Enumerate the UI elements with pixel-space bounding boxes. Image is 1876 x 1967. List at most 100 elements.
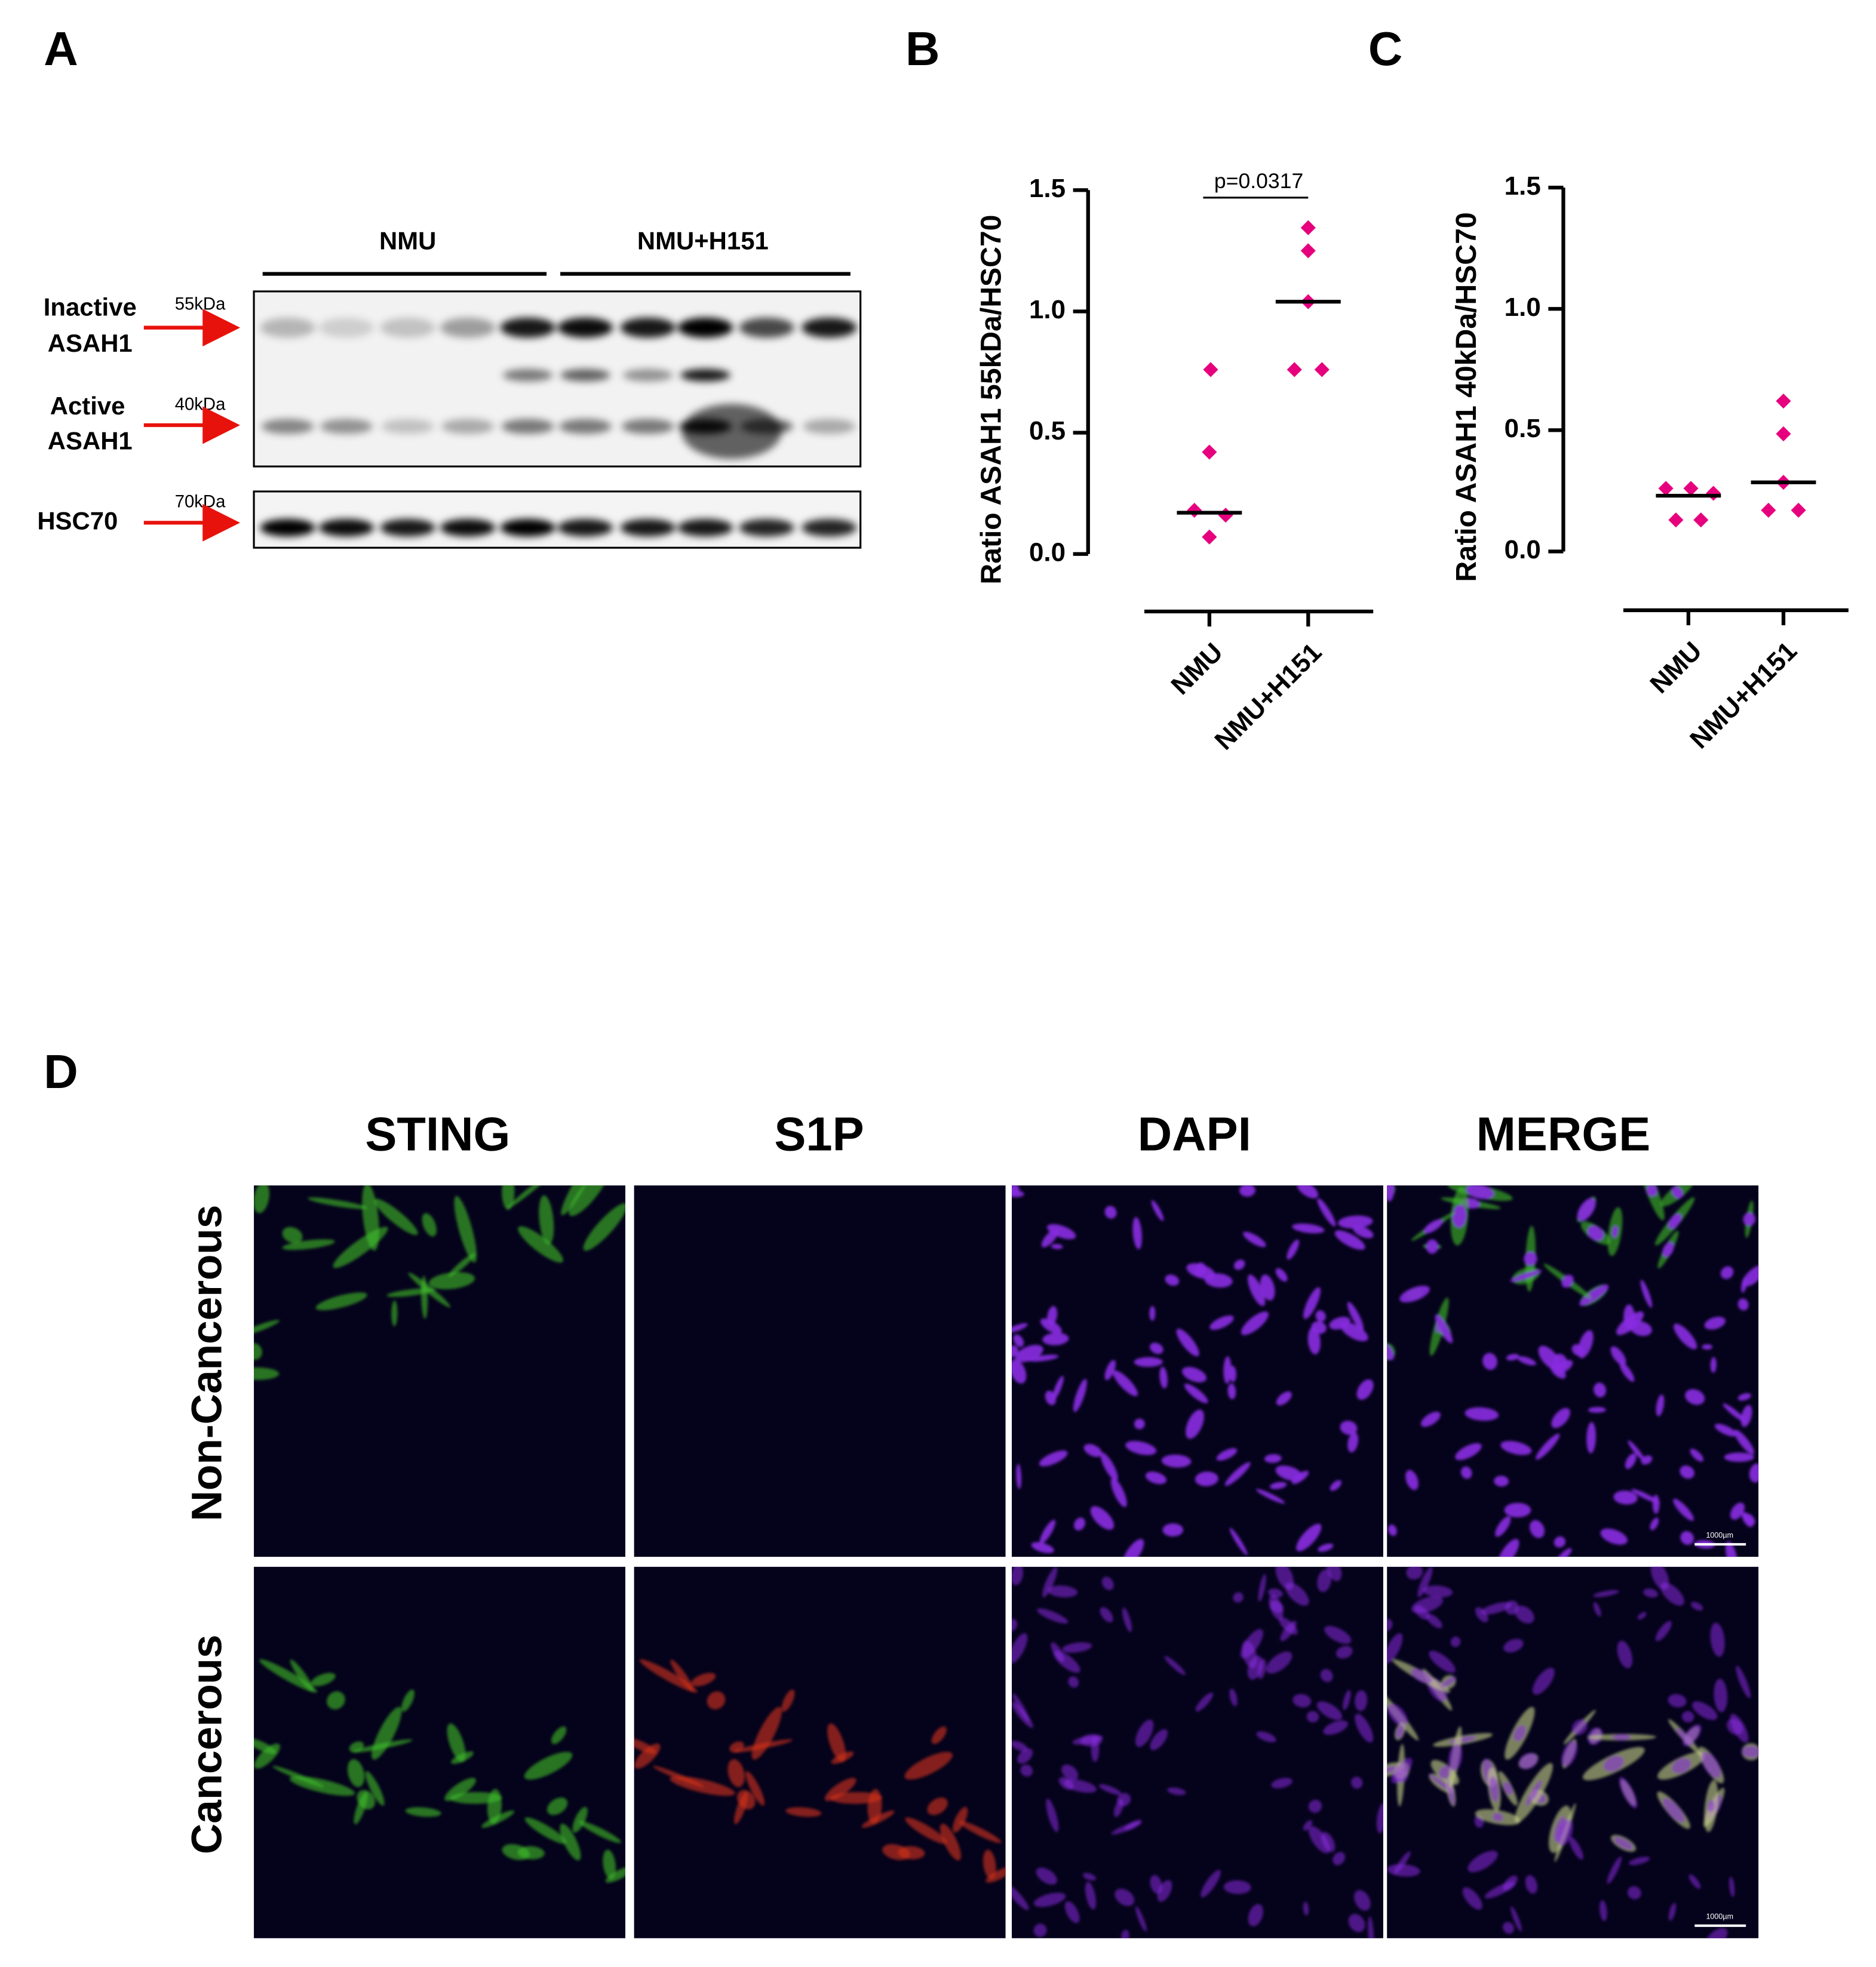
signal [1631, 1489, 1660, 1504]
data-point [1300, 220, 1316, 235]
signal [502, 1185, 515, 1210]
micrograph-signal [254, 1659, 625, 1883]
signal [1630, 1321, 1652, 1336]
band [318, 317, 374, 338]
signal [1051, 1642, 1064, 1662]
signal [1484, 1882, 1515, 1899]
signal [1248, 1274, 1266, 1307]
panel-label: A [44, 22, 78, 75]
signal [1710, 1622, 1725, 1657]
signal [1134, 1357, 1163, 1367]
condition-label: Non-Cancerous [184, 1205, 231, 1522]
signal [1510, 1906, 1522, 1932]
signal [1031, 1542, 1054, 1553]
signal [1164, 1656, 1186, 1676]
signal [1340, 1322, 1368, 1342]
signal [1625, 1453, 1636, 1469]
band [739, 317, 794, 338]
signal [1145, 1471, 1167, 1485]
signal [1668, 1694, 1687, 1708]
signal [1671, 1186, 1684, 1199]
signal [1012, 1702, 1033, 1728]
signal [1276, 1391, 1292, 1406]
signal [1676, 1728, 1693, 1747]
signal [1355, 1690, 1368, 1711]
data-point [1314, 362, 1330, 377]
channel-label: DAPI [1138, 1108, 1251, 1161]
signal [1586, 1422, 1596, 1453]
band [320, 419, 373, 434]
signal [1121, 1929, 1129, 1938]
signal [1037, 1608, 1069, 1624]
signal [1303, 1820, 1313, 1831]
x-tick-label: NMU+H151 [1209, 637, 1327, 755]
signal [882, 1844, 910, 1860]
panel-label: B [905, 22, 939, 75]
signal [1012, 1619, 1018, 1631]
y-tick-label: 0.0 [1505, 535, 1541, 564]
signal [1317, 1198, 1336, 1227]
signal [1239, 1185, 1255, 1197]
signal [1524, 1252, 1537, 1266]
signal [1557, 1820, 1573, 1846]
signal [1475, 1607, 1488, 1622]
data-point [1203, 362, 1218, 377]
row-label: ASAH1 [48, 426, 133, 454]
signal [1555, 1548, 1572, 1557]
signal [1356, 1379, 1374, 1400]
signal [374, 1198, 418, 1235]
signal [1046, 1224, 1076, 1240]
signal [1481, 1602, 1512, 1615]
signal [1150, 1729, 1168, 1750]
signal [1269, 1594, 1284, 1620]
signal [1376, 1803, 1383, 1833]
signal [1012, 1566, 1024, 1585]
signal [1353, 1225, 1374, 1238]
data-point [1706, 485, 1721, 501]
signal [1387, 1704, 1408, 1726]
signal [1073, 1379, 1087, 1412]
signal [1074, 1517, 1085, 1530]
signal [1347, 1432, 1359, 1453]
micrograph [1012, 1566, 1383, 1938]
signal [1343, 1690, 1351, 1710]
signal [1162, 1523, 1184, 1537]
signal [1318, 1543, 1334, 1552]
signal [1650, 1566, 1669, 1590]
signal [254, 1320, 280, 1336]
signal [1297, 1185, 1318, 1198]
signal [1690, 1602, 1703, 1611]
signal [1012, 1359, 1027, 1384]
signal [524, 1817, 567, 1844]
signal [1685, 1389, 1705, 1405]
signal [1013, 1334, 1024, 1347]
signal [1317, 1569, 1331, 1593]
signal [1355, 1713, 1374, 1743]
y-tick-label: 0.0 [1029, 537, 1066, 567]
signal [927, 1797, 948, 1815]
signal [254, 1367, 280, 1380]
signal [1561, 1740, 1578, 1767]
signal [1482, 1353, 1497, 1370]
group-label: NMU [379, 226, 436, 254]
signal [1423, 1219, 1443, 1234]
signal [254, 1185, 270, 1213]
signal [1600, 1528, 1628, 1545]
channel-label: MERGE [1476, 1108, 1651, 1161]
condition-label: Cancerous [184, 1634, 231, 1854]
signal [1100, 1607, 1113, 1622]
signal [1040, 1318, 1062, 1334]
signal [546, 1797, 568, 1815]
signal [1020, 1765, 1033, 1777]
signal [1082, 1873, 1097, 1881]
signal [1497, 1539, 1519, 1557]
signal [1184, 1384, 1208, 1403]
band [318, 519, 374, 537]
signal [904, 1751, 953, 1780]
signal [1387, 1342, 1395, 1360]
signal [1710, 1357, 1717, 1373]
signal [1730, 1502, 1745, 1520]
band [802, 519, 857, 537]
signal [1151, 1200, 1164, 1221]
signal [1307, 1327, 1321, 1355]
